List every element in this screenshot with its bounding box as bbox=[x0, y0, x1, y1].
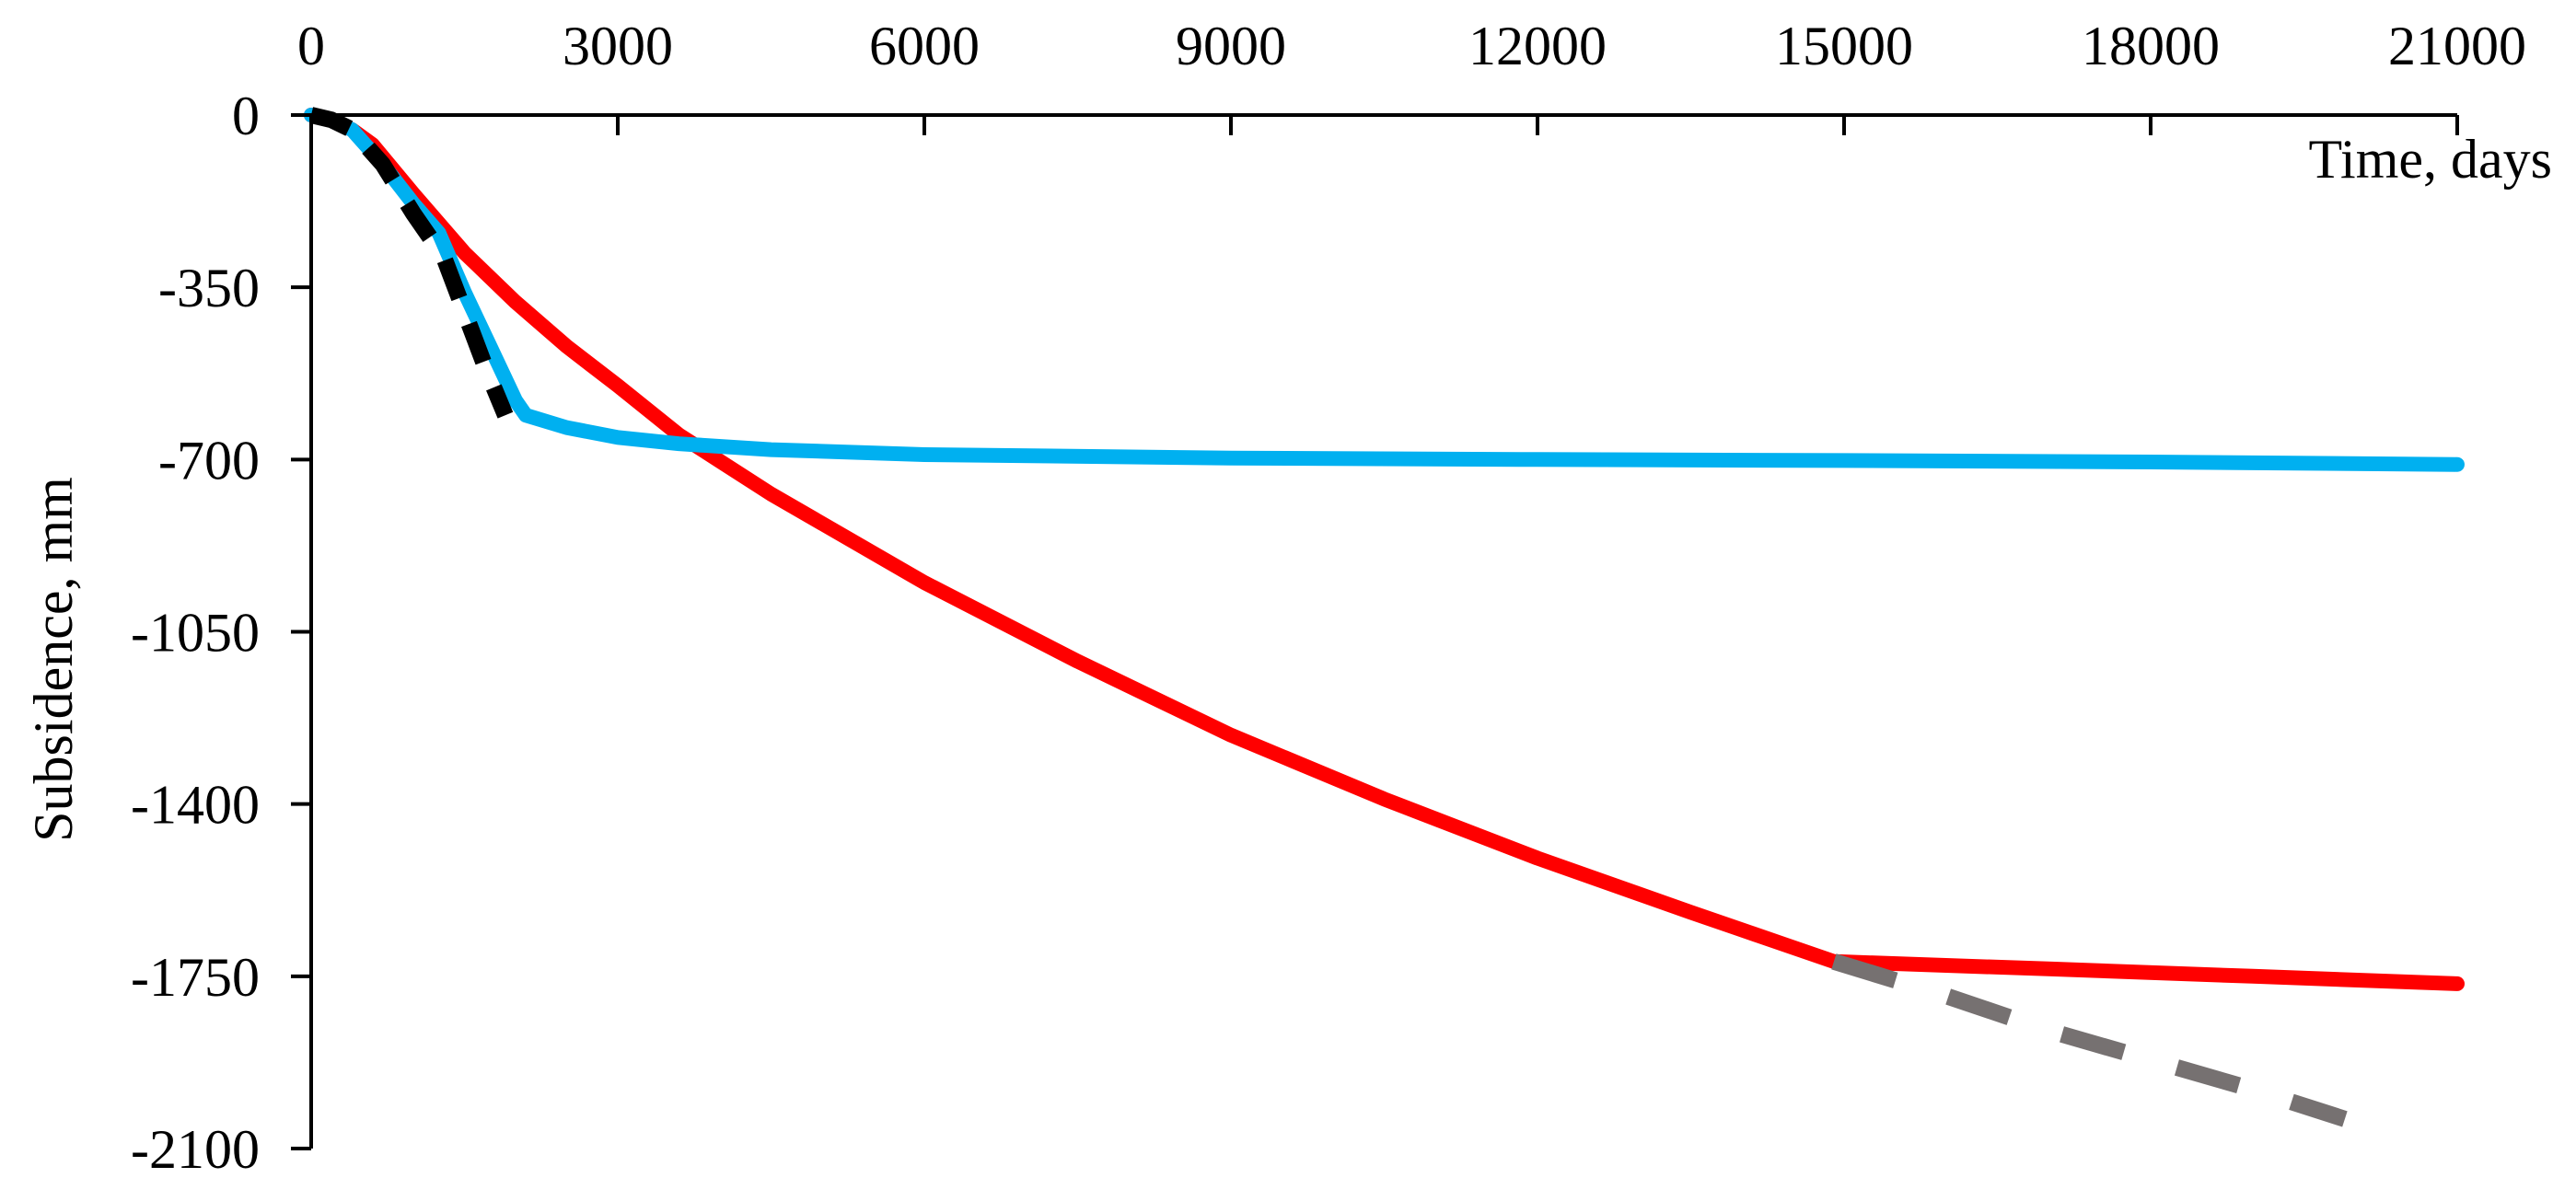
x-tick-label: 0 bbox=[297, 16, 325, 76]
series-layer bbox=[304, 107, 2465, 1127]
y-tick-label: -2100 bbox=[131, 1119, 260, 1180]
series-line-1 bbox=[304, 108, 2465, 991]
x-tick-label: 12000 bbox=[1468, 16, 1607, 76]
series-line-4 bbox=[1831, 953, 2348, 1127]
y-tick-label: -1400 bbox=[131, 775, 260, 836]
x-tick-label: 15000 bbox=[1775, 16, 1913, 76]
series-line-2 bbox=[304, 108, 2465, 472]
x-axis-title: Time, days bbox=[2309, 129, 2553, 190]
y-tick-label: -350 bbox=[158, 258, 260, 318]
x-tick-label: 21000 bbox=[2388, 16, 2526, 76]
y-ticks: 0 -350 -700 -1050 -1400 -1750 -2100 bbox=[131, 86, 311, 1180]
x-tick-label: 18000 bbox=[2082, 16, 2220, 76]
x-tick-label: 3000 bbox=[563, 16, 673, 76]
series-line-3 bbox=[308, 107, 514, 419]
x-ticks: 0 3000 6000 9000 12000 15000 18000 21000 bbox=[297, 16, 2526, 135]
x-tick-label: 6000 bbox=[869, 16, 980, 76]
y-axis-title: Subsidence, mm bbox=[23, 477, 84, 842]
y-tick-label: -1050 bbox=[131, 603, 260, 664]
x-tick-label: 9000 bbox=[1176, 16, 1286, 76]
y-tick-label: -700 bbox=[158, 430, 260, 491]
y-tick-label: -1750 bbox=[131, 947, 260, 1008]
y-tick-label: 0 bbox=[232, 86, 260, 146]
